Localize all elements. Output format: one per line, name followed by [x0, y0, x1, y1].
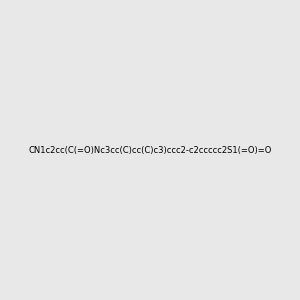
Text: CN1c2cc(C(=O)Nc3cc(C)cc(C)c3)ccc2-c2ccccc2S1(=O)=O: CN1c2cc(C(=O)Nc3cc(C)cc(C)c3)ccc2-c2cccc…: [28, 146, 272, 154]
